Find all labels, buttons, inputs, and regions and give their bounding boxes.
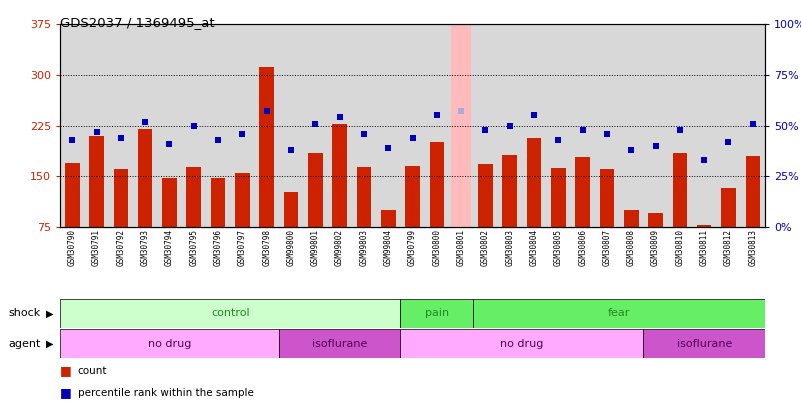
Text: pain: pain: [425, 309, 449, 318]
Text: percentile rank within the sample: percentile rank within the sample: [78, 388, 254, 398]
Text: no drug: no drug: [147, 339, 191, 349]
Text: GSM30798: GSM30798: [262, 229, 272, 266]
Bar: [502, 155, 517, 227]
Bar: [746, 156, 760, 227]
Bar: [673, 153, 687, 227]
Bar: [478, 164, 493, 227]
Bar: [308, 153, 323, 227]
Text: GSM30794: GSM30794: [165, 229, 174, 266]
Bar: [721, 188, 736, 227]
Text: isoflurane: isoflurane: [312, 339, 368, 349]
Text: GSM99803: GSM99803: [360, 229, 368, 266]
Bar: [89, 136, 104, 227]
Bar: [332, 124, 347, 227]
Bar: [643, 329, 765, 358]
Bar: [452, 24, 471, 227]
Text: GSM30812: GSM30812: [724, 229, 733, 266]
Text: agent: agent: [8, 339, 40, 349]
Text: GSM30802: GSM30802: [481, 229, 490, 266]
Text: count: count: [78, 366, 107, 375]
Text: GSM30800: GSM30800: [433, 229, 441, 266]
Bar: [138, 129, 152, 227]
Text: GSM30810: GSM30810: [675, 229, 684, 266]
Text: GSM99802: GSM99802: [335, 229, 344, 266]
Bar: [284, 192, 298, 227]
Text: GSM30805: GSM30805: [553, 229, 563, 266]
Text: ■: ■: [60, 386, 72, 399]
Bar: [356, 167, 371, 227]
Text: ▶: ▶: [46, 309, 54, 318]
Bar: [235, 173, 250, 227]
Text: GSM99800: GSM99800: [287, 229, 296, 266]
Bar: [381, 210, 396, 227]
Text: GSM30803: GSM30803: [505, 229, 514, 266]
Bar: [405, 166, 420, 227]
Text: isoflurane: isoflurane: [677, 339, 732, 349]
Text: GSM30808: GSM30808: [626, 229, 636, 266]
Text: GSM30790: GSM30790: [68, 229, 77, 266]
Bar: [400, 299, 473, 328]
Bar: [697, 225, 711, 227]
Bar: [624, 210, 638, 227]
Text: GSM30795: GSM30795: [189, 229, 199, 266]
Text: ▶: ▶: [46, 339, 54, 349]
Bar: [575, 157, 590, 227]
Text: control: control: [211, 309, 250, 318]
Text: no drug: no drug: [500, 339, 544, 349]
Text: GSM30813: GSM30813: [748, 229, 757, 266]
Bar: [260, 67, 274, 227]
Bar: [527, 138, 541, 227]
Bar: [187, 167, 201, 227]
Text: GSM30809: GSM30809: [651, 229, 660, 266]
Bar: [60, 299, 400, 328]
Bar: [211, 177, 225, 227]
Text: GSM30792: GSM30792: [116, 229, 125, 266]
Text: GSM99804: GSM99804: [384, 229, 392, 266]
Text: GSM30796: GSM30796: [214, 229, 223, 266]
Bar: [400, 329, 643, 358]
Bar: [114, 169, 128, 227]
Text: GSM99801: GSM99801: [311, 229, 320, 266]
Text: GSM30804: GSM30804: [529, 229, 538, 266]
Text: GSM30799: GSM30799: [408, 229, 417, 266]
Text: GSM30797: GSM30797: [238, 229, 247, 266]
Text: GSM30806: GSM30806: [578, 229, 587, 266]
Text: GSM30811: GSM30811: [700, 229, 709, 266]
Text: fear: fear: [608, 309, 630, 318]
Text: shock: shock: [8, 309, 40, 318]
Text: GSM30801: GSM30801: [457, 229, 465, 266]
Text: GSM30807: GSM30807: [602, 229, 611, 266]
Bar: [600, 169, 614, 227]
Text: ■: ■: [60, 364, 72, 377]
Bar: [429, 143, 444, 227]
Bar: [162, 178, 177, 227]
Text: GDS2037 / 1369495_at: GDS2037 / 1369495_at: [60, 16, 215, 29]
Bar: [65, 163, 79, 227]
Text: GSM30793: GSM30793: [141, 229, 150, 266]
Bar: [648, 213, 663, 227]
Bar: [551, 168, 566, 227]
Text: GSM30791: GSM30791: [92, 229, 101, 266]
Bar: [60, 329, 279, 358]
Bar: [473, 299, 765, 328]
Bar: [279, 329, 400, 358]
